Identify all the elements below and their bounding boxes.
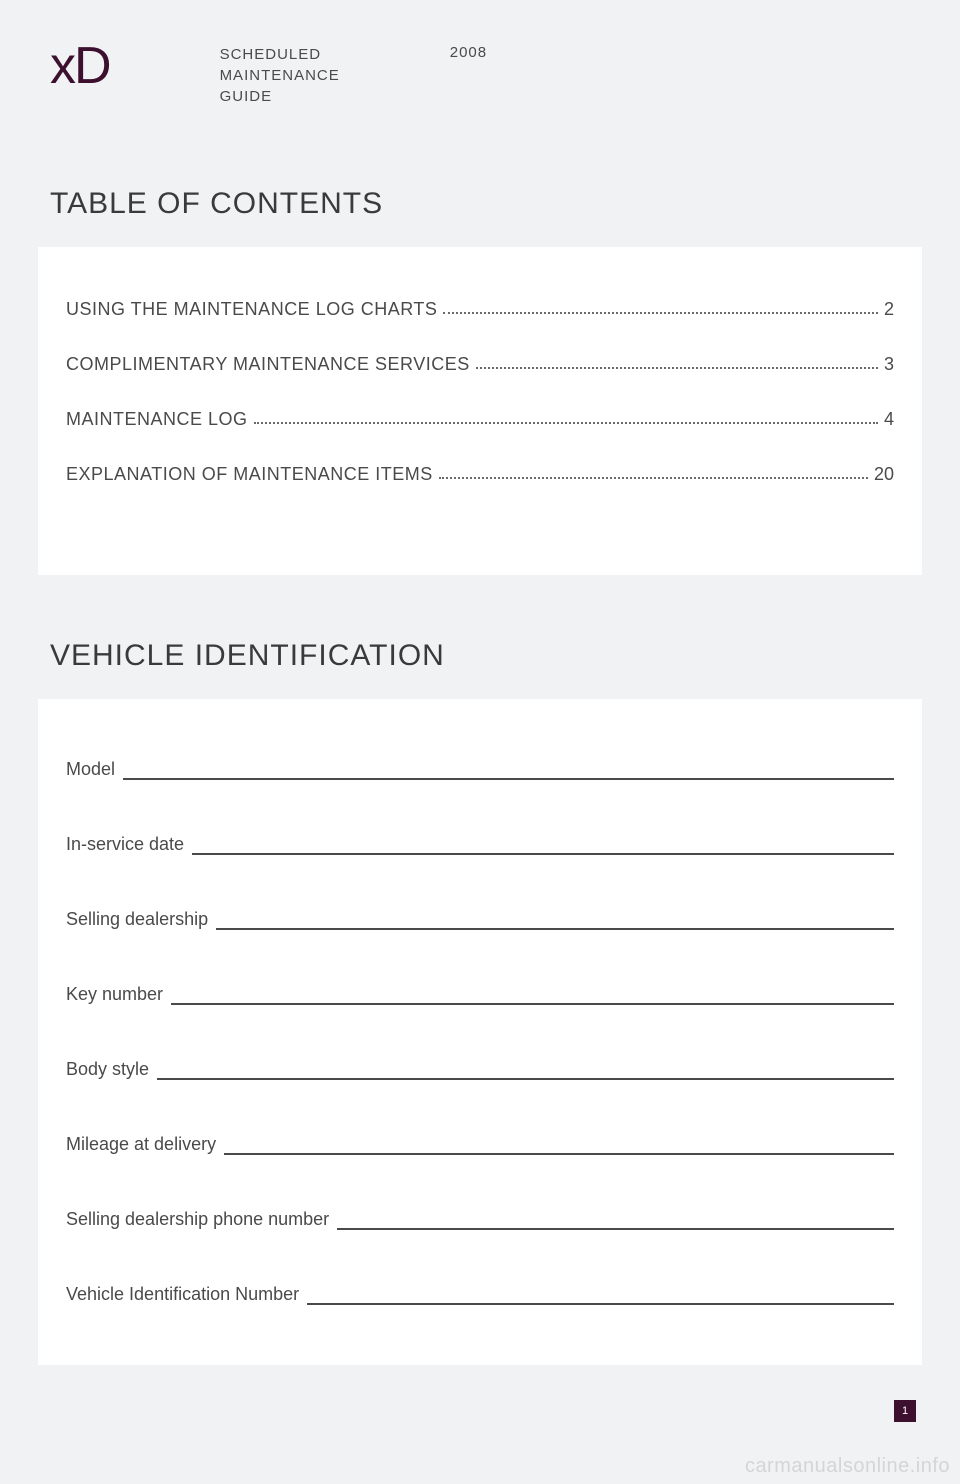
toc-label: COMPLIMENTARY MAINTENANCE SERVICES <box>66 354 470 375</box>
field-row: In-service date <box>66 834 894 855</box>
page-header: xD SCHEDULED MAINTENANCE GUIDE 2008 <box>0 0 960 107</box>
toc-label: EXPLANATION OF MAINTENANCE ITEMS <box>66 464 433 485</box>
toc-label: USING THE MAINTENANCE LOG CHARTS <box>66 299 437 320</box>
toc-row: MAINTENANCE LOG 4 <box>66 409 894 430</box>
toc-leader-dots <box>443 299 878 314</box>
toc-leader-dots <box>439 464 868 479</box>
toc-row: USING THE MAINTENANCE LOG CHARTS 2 <box>66 299 894 320</box>
field-label: Selling dealership phone number <box>66 1209 337 1230</box>
field-underline <box>171 1003 894 1005</box>
field-label: Body style <box>66 1059 157 1080</box>
toc-row: COMPLIMENTARY MAINTENANCE SERVICES 3 <box>66 354 894 375</box>
field-underline <box>224 1153 894 1155</box>
field-underline <box>216 928 894 930</box>
field-underline <box>192 853 894 855</box>
field-label: Model <box>66 759 123 780</box>
field-label: Vehicle Identification Number <box>66 1284 307 1305</box>
toc-page: 2 <box>884 299 894 320</box>
field-row: Vehicle Identification Number <box>66 1284 894 1305</box>
field-row: Body style <box>66 1059 894 1080</box>
toc-leader-dots <box>476 354 878 369</box>
field-row: Model <box>66 759 894 780</box>
toc-page: 3 <box>884 354 894 375</box>
page-number-badge: 1 <box>894 1400 916 1422</box>
toc-row: EXPLANATION OF MAINTENANCE ITEMS 20 <box>66 464 894 485</box>
field-label: Key number <box>66 984 171 1005</box>
guide-subtitle: SCHEDULED MAINTENANCE GUIDE <box>220 36 340 107</box>
field-underline <box>337 1228 894 1230</box>
watermark: carmanualsonline.info <box>745 1455 950 1478</box>
field-underline <box>157 1078 894 1080</box>
toc-heading: TABLE OF CONTENTS <box>0 187 960 221</box>
field-underline <box>123 778 894 780</box>
toc-label: MAINTENANCE LOG <box>66 409 248 430</box>
subtitle-line-3: GUIDE <box>220 86 340 107</box>
subtitle-line-2: MAINTENANCE <box>220 65 340 86</box>
toc-page: 4 <box>884 409 894 430</box>
field-row: Selling dealership phone number <box>66 1209 894 1230</box>
vehicle-id-card: Model In-service date Selling dealership… <box>38 699 922 1365</box>
field-underline <box>307 1303 894 1305</box>
field-row: Key number <box>66 984 894 1005</box>
model-year: 2008 <box>450 36 487 107</box>
toc-page: 20 <box>874 464 894 485</box>
vehicle-id-heading: VEHICLE IDENTIFICATION <box>0 639 960 673</box>
field-label: In-service date <box>66 834 192 855</box>
brand-logo: xD <box>50 36 110 107</box>
subtitle-line-1: SCHEDULED <box>220 44 340 65</box>
field-label: Selling dealership <box>66 909 216 930</box>
toc-leader-dots <box>254 409 878 424</box>
field-row: Selling dealership <box>66 909 894 930</box>
field-row: Mileage at delivery <box>66 1134 894 1155</box>
toc-card: USING THE MAINTENANCE LOG CHARTS 2 COMPL… <box>38 247 922 575</box>
field-label: Mileage at delivery <box>66 1134 224 1155</box>
